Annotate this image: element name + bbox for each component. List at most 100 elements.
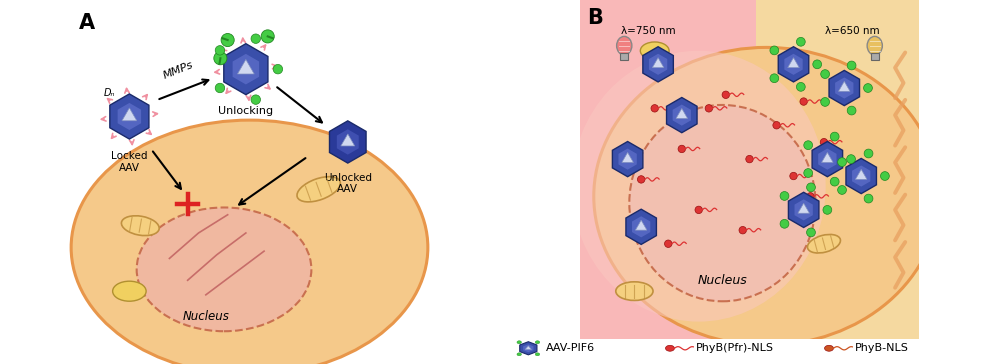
Polygon shape bbox=[838, 81, 850, 91]
Circle shape bbox=[796, 83, 805, 91]
Text: Nucleus: Nucleus bbox=[698, 274, 748, 288]
Circle shape bbox=[806, 193, 814, 200]
Polygon shape bbox=[622, 153, 634, 162]
Text: B: B bbox=[587, 8, 603, 28]
Circle shape bbox=[723, 91, 730, 99]
Circle shape bbox=[847, 106, 856, 115]
Polygon shape bbox=[852, 166, 870, 187]
Ellipse shape bbox=[867, 36, 882, 55]
Polygon shape bbox=[846, 158, 876, 194]
Polygon shape bbox=[122, 108, 137, 121]
Circle shape bbox=[830, 132, 839, 141]
Polygon shape bbox=[676, 108, 688, 118]
Circle shape bbox=[638, 176, 645, 183]
Text: Locked
AAV: Locked AAV bbox=[111, 151, 148, 173]
Polygon shape bbox=[523, 344, 534, 352]
Circle shape bbox=[880, 172, 889, 181]
Polygon shape bbox=[778, 47, 808, 82]
Circle shape bbox=[535, 341, 540, 344]
Circle shape bbox=[216, 83, 225, 93]
Polygon shape bbox=[818, 149, 836, 170]
Polygon shape bbox=[632, 216, 651, 237]
Circle shape bbox=[820, 70, 829, 79]
Text: Unlocked
AAV: Unlocked AAV bbox=[323, 173, 372, 194]
Polygon shape bbox=[224, 44, 267, 95]
Polygon shape bbox=[336, 129, 358, 155]
Ellipse shape bbox=[572, 51, 825, 322]
Circle shape bbox=[796, 37, 805, 46]
Polygon shape bbox=[525, 346, 532, 349]
Text: λ=650 nm: λ=650 nm bbox=[825, 25, 880, 36]
Polygon shape bbox=[329, 121, 366, 163]
Circle shape bbox=[864, 149, 873, 158]
Circle shape bbox=[214, 52, 227, 65]
Circle shape bbox=[273, 64, 282, 74]
Polygon shape bbox=[788, 192, 819, 228]
Circle shape bbox=[780, 191, 788, 200]
Text: MMPs: MMPs bbox=[162, 60, 196, 81]
Polygon shape bbox=[643, 47, 674, 82]
Circle shape bbox=[251, 95, 260, 104]
Polygon shape bbox=[812, 142, 842, 177]
Polygon shape bbox=[110, 94, 149, 139]
Circle shape bbox=[863, 84, 872, 92]
Circle shape bbox=[517, 353, 521, 356]
Polygon shape bbox=[797, 203, 809, 213]
Circle shape bbox=[706, 104, 713, 112]
Ellipse shape bbox=[113, 281, 146, 301]
Circle shape bbox=[222, 33, 235, 47]
Circle shape bbox=[820, 138, 827, 146]
Circle shape bbox=[789, 172, 797, 180]
Polygon shape bbox=[787, 58, 799, 68]
Circle shape bbox=[746, 155, 753, 163]
Bar bbox=[870, 53, 879, 60]
Circle shape bbox=[780, 219, 788, 228]
Ellipse shape bbox=[807, 234, 840, 253]
Text: Dₙ: Dₙ bbox=[104, 88, 115, 98]
Text: A: A bbox=[79, 13, 95, 33]
Circle shape bbox=[261, 30, 274, 43]
Ellipse shape bbox=[630, 105, 815, 301]
Circle shape bbox=[800, 98, 807, 105]
Circle shape bbox=[678, 145, 686, 153]
Circle shape bbox=[806, 183, 815, 192]
Circle shape bbox=[830, 177, 839, 186]
Polygon shape bbox=[855, 169, 867, 179]
Polygon shape bbox=[667, 98, 697, 133]
Circle shape bbox=[651, 104, 659, 112]
Text: AAV-PIF6: AAV-PIF6 bbox=[546, 343, 595, 353]
Circle shape bbox=[535, 353, 540, 356]
Circle shape bbox=[695, 206, 703, 214]
Text: PhyB(Pfr)-NLS: PhyB(Pfr)-NLS bbox=[696, 343, 773, 353]
Text: λ=750 nm: λ=750 nm bbox=[621, 25, 676, 36]
Circle shape bbox=[216, 46, 225, 55]
Polygon shape bbox=[829, 70, 859, 106]
Circle shape bbox=[803, 169, 812, 177]
Ellipse shape bbox=[617, 36, 632, 55]
Ellipse shape bbox=[137, 207, 311, 331]
Ellipse shape bbox=[594, 47, 939, 345]
Circle shape bbox=[769, 74, 778, 83]
Polygon shape bbox=[520, 342, 537, 355]
Circle shape bbox=[803, 141, 812, 150]
Text: PhyB-NLS: PhyB-NLS bbox=[855, 343, 909, 353]
Ellipse shape bbox=[616, 282, 653, 300]
Circle shape bbox=[772, 122, 780, 129]
Circle shape bbox=[837, 186, 846, 194]
Circle shape bbox=[847, 61, 856, 70]
Circle shape bbox=[864, 194, 873, 203]
Circle shape bbox=[665, 240, 672, 248]
Ellipse shape bbox=[641, 42, 669, 60]
Polygon shape bbox=[653, 58, 664, 68]
Ellipse shape bbox=[71, 120, 428, 364]
Circle shape bbox=[820, 98, 829, 106]
Circle shape bbox=[846, 155, 855, 163]
Circle shape bbox=[251, 34, 260, 43]
Polygon shape bbox=[233, 54, 259, 84]
Polygon shape bbox=[619, 149, 637, 170]
Circle shape bbox=[812, 60, 821, 69]
Ellipse shape bbox=[297, 177, 340, 202]
Circle shape bbox=[824, 345, 833, 351]
Circle shape bbox=[823, 206, 831, 214]
Circle shape bbox=[666, 345, 675, 351]
